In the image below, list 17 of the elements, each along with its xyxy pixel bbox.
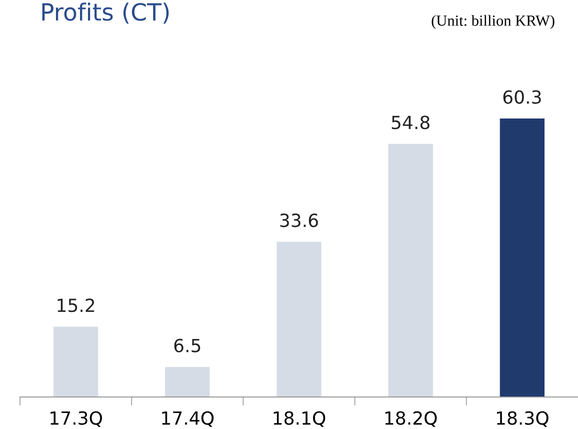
x-tick-label: 18.2Q (385, 411, 437, 427)
data-label: 33.6 (280, 214, 318, 228)
bar (276, 242, 322, 397)
data-label: 54.8 (392, 116, 430, 130)
text: (Unit: billion KRW) (432, 15, 554, 29)
data-label: 60.3 (503, 90, 541, 104)
data-label: 6.5 (174, 338, 200, 352)
bar (388, 144, 433, 397)
bar (53, 326, 98, 397)
bar (165, 366, 210, 397)
data-label: 15.2 (58, 298, 94, 312)
x-tick-label: 18.1Q (274, 411, 326, 427)
bar (500, 118, 545, 397)
x-tick-label: 17.3Q (50, 411, 102, 427)
x-tick-label: 17.4Q (162, 411, 214, 427)
x-tick-label: 18.3Q (496, 411, 548, 427)
chart-title: Profits (CT) (42, 2, 169, 24)
